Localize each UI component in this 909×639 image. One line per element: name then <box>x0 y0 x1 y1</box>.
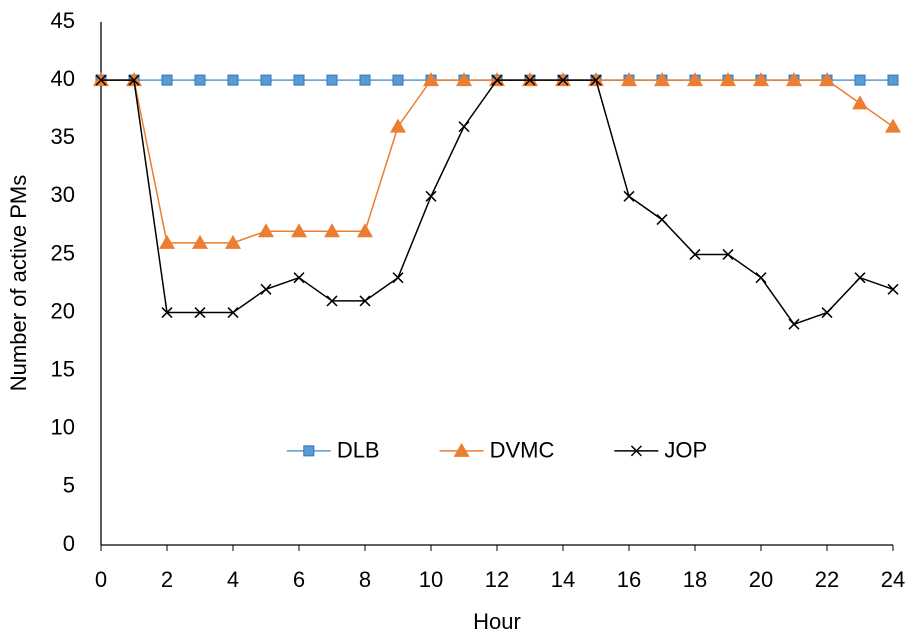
x-tick-label: 4 <box>227 567 239 592</box>
marker <box>687 72 703 87</box>
marker <box>359 295 371 307</box>
marker <box>293 272 305 284</box>
marker <box>755 272 767 284</box>
marker <box>852 95 868 110</box>
legend-label: DVMC <box>490 438 555 463</box>
x-tick-label: 2 <box>161 567 173 592</box>
y-tick-label: 10 <box>51 415 75 440</box>
marker <box>887 283 899 295</box>
marker <box>227 74 239 86</box>
marker <box>392 74 404 86</box>
marker <box>654 72 670 87</box>
marker <box>293 74 305 86</box>
legend-item: DVMC <box>439 438 555 463</box>
marker <box>524 74 536 86</box>
y-tick-label: 15 <box>51 356 75 381</box>
y-tick-label: 5 <box>63 473 75 498</box>
marker <box>303 445 315 457</box>
marker <box>161 74 173 86</box>
marker <box>590 74 602 86</box>
marker <box>491 74 503 86</box>
marker <box>95 74 107 86</box>
marker <box>390 118 406 133</box>
series-line <box>101 79 894 244</box>
marker <box>192 234 208 249</box>
marker <box>194 74 206 86</box>
marker <box>258 223 274 238</box>
x-tick-label: 14 <box>551 567 575 592</box>
marker <box>326 74 338 86</box>
marker <box>326 295 338 307</box>
marker <box>423 72 439 87</box>
x-tick-label: 20 <box>749 567 773 592</box>
marker <box>357 223 373 238</box>
x-tick-label: 6 <box>293 567 305 592</box>
marker <box>621 72 637 87</box>
marker <box>885 118 901 133</box>
x-tick-label: 10 <box>419 567 443 592</box>
marker <box>623 190 635 202</box>
marker <box>128 74 140 86</box>
legend: DLB DVMC JOP <box>286 438 707 463</box>
x-tick-label: 16 <box>617 567 641 592</box>
x-axis-label: Hour <box>473 609 521 634</box>
marker <box>260 283 272 295</box>
legend-label: JOP <box>664 438 707 463</box>
x-tick-label: 8 <box>359 567 371 592</box>
legend-item: JOP <box>614 438 707 463</box>
marker <box>689 248 701 260</box>
marker <box>392 272 404 284</box>
marker <box>854 74 866 86</box>
marker <box>291 223 307 238</box>
y-tick-label: 0 <box>63 531 75 556</box>
marker <box>260 74 272 86</box>
marker <box>425 190 437 202</box>
marker <box>887 74 899 86</box>
marker <box>458 121 470 133</box>
y-tick-label: 45 <box>51 8 75 33</box>
marker <box>722 248 734 260</box>
y-tick-label: 35 <box>51 124 75 149</box>
x-tick-label: 0 <box>95 567 107 592</box>
x-tick-label: 12 <box>485 567 509 592</box>
marker <box>227 307 239 319</box>
marker <box>720 72 736 87</box>
y-tick-label: 40 <box>51 66 75 91</box>
marker <box>159 234 175 249</box>
x-tick-label: 24 <box>881 567 905 592</box>
marker <box>821 307 833 319</box>
marker <box>786 72 802 87</box>
marker <box>194 307 206 319</box>
marker <box>557 74 569 86</box>
marker <box>788 318 800 330</box>
y-tick-label: 25 <box>51 240 75 265</box>
series-line <box>101 79 894 326</box>
marker <box>225 234 241 249</box>
marker <box>656 214 668 226</box>
x-tick-label: 22 <box>815 567 839 592</box>
y-tick-label: 20 <box>51 298 75 323</box>
legend-label: DLB <box>337 438 380 463</box>
marker <box>456 72 472 87</box>
marker <box>630 445 642 457</box>
marker <box>324 223 340 238</box>
marker <box>359 74 371 86</box>
legend-item: DLB <box>286 438 380 463</box>
marker <box>753 72 769 87</box>
marker <box>854 272 866 284</box>
y-tick-label: 30 <box>51 182 75 207</box>
y-axis-label: Number of active PMs <box>6 175 31 391</box>
marker <box>819 72 835 87</box>
x-tick-label: 18 <box>683 567 707 592</box>
marker <box>161 307 173 319</box>
marker <box>453 442 470 457</box>
